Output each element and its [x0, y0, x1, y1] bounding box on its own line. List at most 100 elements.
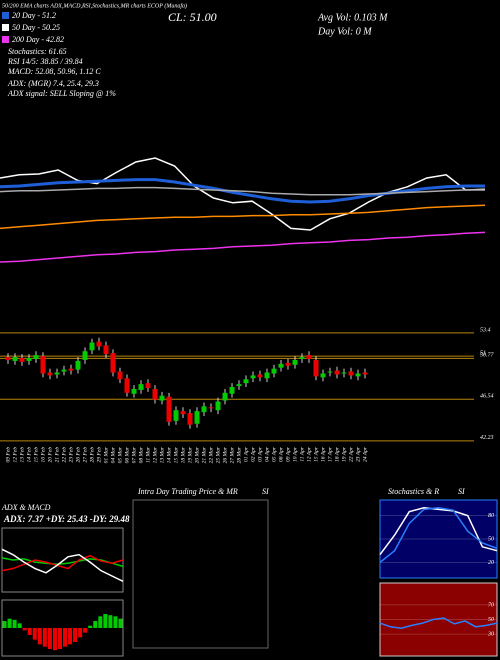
x-tick-label: 13 Feb	[19, 447, 25, 463]
x-tick-label: 15 Mar	[173, 446, 179, 463]
x-tick-label: 05 Apr	[271, 446, 277, 462]
candle-body	[257, 374, 263, 378]
candle-body	[215, 401, 221, 411]
panel-title: SI	[262, 487, 269, 496]
candle-body	[26, 358, 32, 361]
candle-body	[236, 384, 242, 387]
page-title: 50/200 EMA charts ADX,MACD,RSI,Stochasti…	[2, 2, 187, 9]
candle-body	[320, 373, 326, 378]
x-tick-label: 22 Apr	[348, 446, 354, 462]
avg-volume: Avg Vol: 0.103 M	[317, 12, 388, 23]
candle-body	[187, 413, 193, 425]
series-line	[0, 204, 486, 230]
swatch	[2, 12, 9, 19]
x-tick-label: 04 Mar	[109, 446, 116, 463]
series-line	[1, 554, 124, 572]
histogram-bar	[63, 628, 68, 647]
info-line: ADX: (MGR) 7.4, 25.4, 29.3	[7, 79, 99, 88]
histogram-bar	[108, 615, 113, 628]
candle-body	[96, 341, 102, 347]
series-line	[1, 557, 124, 568]
x-tick-label: 04 Apr	[263, 446, 270, 462]
x-tick-label: 22 Feb	[61, 447, 67, 463]
candle-body	[355, 373, 361, 377]
x-tick-label: 01 Mar	[103, 446, 109, 463]
candle-body	[68, 368, 74, 371]
info-line: Stochastics: 61.65	[8, 47, 67, 56]
x-tick-label: 23 Feb	[68, 447, 74, 463]
info-line: 200 Day - 42.82	[12, 35, 64, 44]
x-tick-label: 27 Feb	[82, 447, 88, 463]
panel-border	[379, 582, 498, 657]
histogram-bar	[42, 628, 47, 647]
candle-body	[131, 388, 137, 394]
candle-body	[243, 379, 249, 384]
histogram-bar	[47, 628, 52, 649]
swatch	[2, 36, 9, 43]
x-tick-label: 18 Apr	[334, 446, 340, 462]
candle-body	[313, 359, 319, 377]
histogram-bar	[78, 628, 83, 638]
histogram-bar	[113, 616, 118, 628]
candle-body	[348, 371, 354, 376]
x-tick-label: 25 Mar	[215, 446, 221, 463]
y-tick-label: 42.23	[480, 434, 494, 441]
candle-body	[5, 357, 11, 360]
x-tick-label: 21 Mar	[201, 446, 207, 463]
x-tick-label: 11 Mar	[145, 446, 151, 463]
histogram-bar	[27, 628, 32, 635]
x-tick-label: 24 Apr	[361, 446, 368, 462]
candle-body	[19, 358, 25, 362]
y-tick-label: 51	[480, 350, 486, 356]
y-tick-label: 50.77	[480, 353, 495, 359]
candle-body	[152, 388, 158, 400]
x-tick-label: 16 Apr	[320, 446, 326, 462]
candle-body	[61, 369, 67, 372]
series-line	[379, 507, 498, 556]
candle-body	[89, 342, 95, 351]
x-tick-label: 19 Mar	[187, 446, 193, 463]
candle-body	[271, 368, 277, 374]
candle-body	[299, 357, 305, 359]
histogram-bar	[88, 625, 93, 628]
series-line	[0, 178, 485, 204]
histogram-bar	[52, 628, 57, 651]
x-tick-label: 16 Feb	[40, 447, 46, 463]
x-tick-label: 01 Apr	[243, 446, 249, 462]
candle-body	[110, 353, 116, 373]
x-tick-label: 19 Apr	[341, 446, 347, 462]
panel-border	[1, 599, 124, 657]
x-tick-label: 05 Mar	[117, 446, 123, 463]
info-line: 50 Day - 50.25	[12, 23, 60, 32]
candle-body	[201, 406, 207, 413]
x-tick-label: 09 Feb	[5, 447, 11, 463]
histogram-bar	[68, 628, 73, 645]
candle-body	[334, 370, 340, 375]
candle-body	[166, 396, 172, 422]
histogram-bar	[93, 621, 98, 628]
x-tick-label: 11 Apr	[299, 446, 305, 461]
x-tick-label: 12 Mar	[152, 446, 158, 463]
candle-body	[327, 371, 333, 373]
x-tick-label: 15 Feb	[33, 447, 39, 463]
x-tick-label: 14 Mar	[165, 446, 172, 463]
x-tick-label: 22 Mar	[208, 446, 214, 463]
x-tick-label: 18 Mar	[180, 446, 186, 463]
x-tick-label: 08 Apr	[278, 446, 284, 462]
histogram-bar	[83, 628, 88, 633]
series-line	[1, 548, 124, 583]
x-tick-label: 13 Mar	[159, 446, 165, 463]
candle-body	[103, 345, 109, 355]
histogram-bar	[2, 621, 7, 628]
x-tick-label: 08 Mar	[138, 446, 144, 463]
histogram-bar	[7, 618, 12, 628]
x-tick-label: 20 Mar	[194, 446, 200, 463]
candle-body	[47, 372, 53, 376]
candle-body	[54, 372, 60, 375]
x-tick-label: 07 Mar	[131, 446, 137, 463]
histogram-bar	[57, 628, 62, 649]
candle-body	[75, 360, 81, 370]
candle-body	[264, 372, 270, 379]
x-tick-label: 26 Mar	[222, 446, 228, 463]
